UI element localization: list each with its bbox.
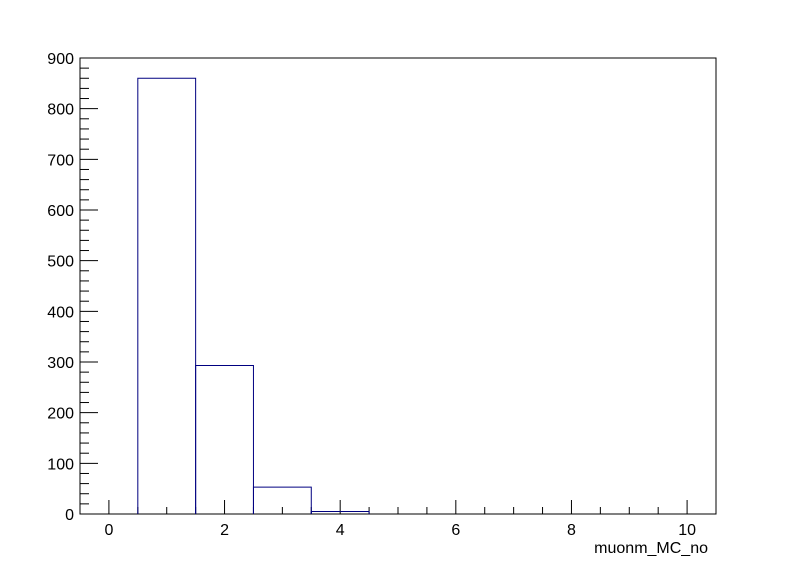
histogram-bin (137, 77, 197, 514)
y-tick-label: 600 (47, 203, 74, 220)
histogram-bin (252, 486, 312, 514)
y-tick-label: 300 (47, 355, 74, 372)
y-axis: 0 100 200 300 400 500 600 700 800 900 (47, 51, 98, 524)
x-tick-label: 6 (451, 522, 460, 539)
x-tick-label: 2 (220, 522, 229, 539)
y-tick-label: 400 (47, 304, 74, 321)
x-tick-label: 4 (336, 522, 345, 539)
x-tick-label: 0 (104, 522, 113, 539)
histogram-bins (137, 77, 370, 514)
y-tick-label: 500 (47, 254, 74, 271)
y-tick-label: 100 (47, 456, 74, 473)
x-axis-label: muonm_MC_no (594, 540, 708, 557)
y-tick-label: 200 (47, 406, 74, 423)
x-tick-label: 10 (678, 522, 696, 539)
histogram-bin (310, 510, 370, 514)
y-tick-label: 900 (47, 51, 74, 68)
x-tick-label: 8 (567, 522, 576, 539)
y-tick-label: 700 (47, 152, 74, 169)
histogram-bin (195, 365, 254, 514)
x-axis: 0 2 4 6 8 10 (104, 500, 696, 539)
y-tick-label: 0 (65, 507, 74, 524)
y-tick-label: 800 (47, 102, 74, 119)
plot-frame (79, 57, 717, 515)
